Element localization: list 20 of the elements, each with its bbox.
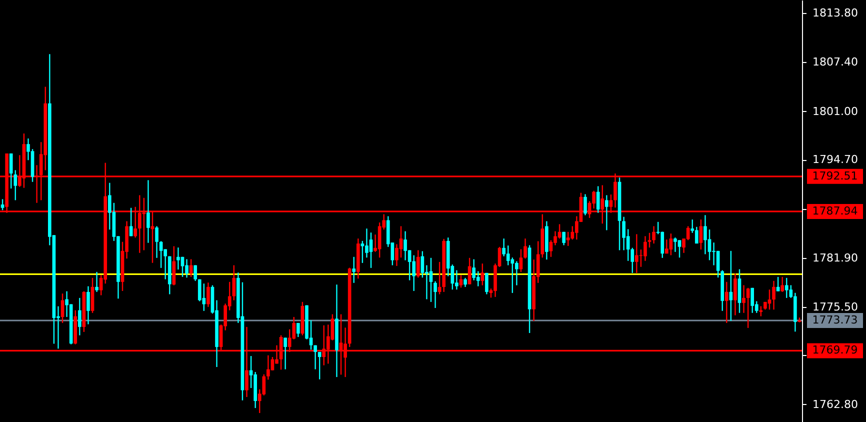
candlestick	[146, 180, 150, 243]
candlestick	[176, 248, 180, 270]
y-tick-label: 1794.70	[812, 153, 858, 166]
candlestick	[634, 234, 638, 273]
y-tick-label: 1801.00	[812, 104, 858, 118]
ref-line-label: 1787.94	[812, 204, 858, 218]
y-tick-label: 1781.90	[812, 251, 858, 264]
y-tick-label: 1807.40	[812, 56, 858, 69]
candlestick	[365, 228, 368, 258]
candlestick	[742, 285, 746, 313]
y-tick-label: 1813.80	[812, 6, 858, 20]
candlestick	[314, 345, 317, 370]
candlestick	[674, 238, 677, 252]
y-tick-label: 1762.80	[812, 398, 858, 411]
candlestick	[95, 272, 98, 292]
ref-line-label: 1792.51	[812, 169, 858, 182]
ref-line-label: 1773.73	[812, 313, 858, 326]
ref-line-label: 1769.79	[812, 344, 858, 357]
candlestick	[604, 195, 608, 230]
y-tick-label: 1775.50	[812, 300, 858, 314]
